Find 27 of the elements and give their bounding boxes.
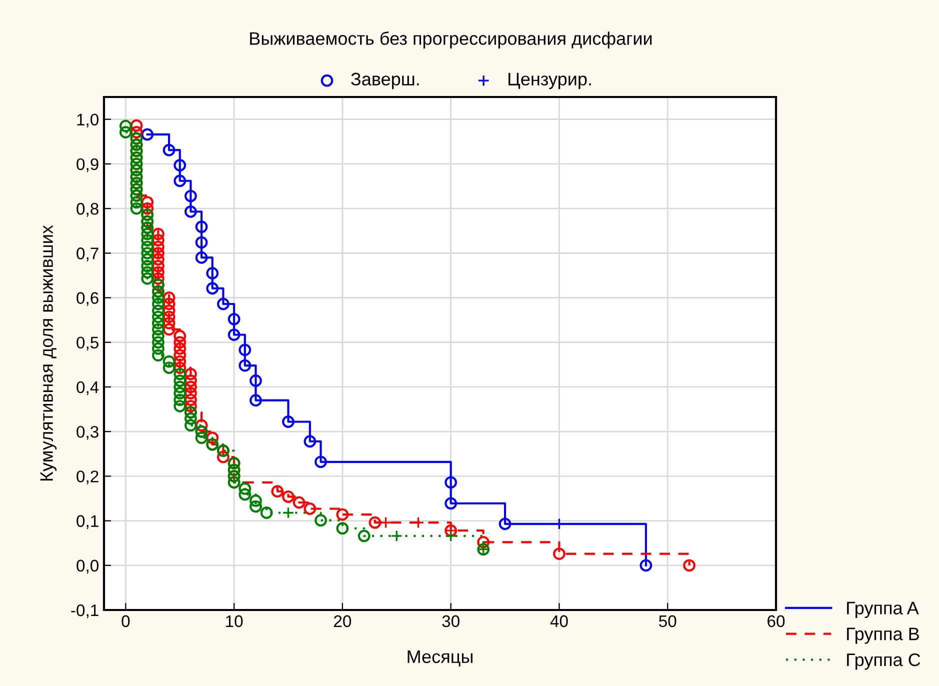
y-tick-label: 0,6 — [76, 292, 98, 306]
x-tick-label: 0 — [122, 615, 130, 628]
y-tick-label: 0,1 — [76, 515, 98, 529]
x-tick-label: 30 — [442, 615, 460, 628]
x-tick-label: 20 — [334, 615, 352, 628]
x-tick-label: 40 — [550, 615, 568, 628]
x-axis-title: Месяцы — [408, 650, 472, 667]
legend-label: Группа C — [847, 653, 920, 670]
y-tick-label: 0,9 — [76, 158, 98, 172]
legend-label: Заверш. — [351, 72, 419, 90]
y-tick-label: 1,0 — [77, 114, 98, 128]
legend-label: Группа A — [847, 602, 919, 618]
legend-label: Цензурир. — [508, 72, 591, 90]
y-tick-label: 0,0 — [76, 560, 98, 574]
legend-label: Группа B — [847, 628, 919, 644]
y-tick-label: 0,5 — [76, 336, 98, 351]
y-tick-label: 0,4 — [76, 381, 99, 396]
y-tick-label: 0,2 — [76, 470, 98, 484]
y-tick-label: 0,8 — [76, 202, 98, 217]
x-tick-label: 50 — [659, 615, 676, 628]
chart-title: Выживаемость без прогрессирования дисфагии — [250, 32, 652, 48]
y-tick-label: 0,3 — [76, 426, 98, 440]
x-tick-label: 10 — [226, 615, 243, 628]
x-tick-label: 60 — [768, 615, 785, 628]
y-tick-label: 0,7 — [76, 248, 98, 262]
y-tick-label: -0,1 — [71, 604, 98, 618]
y-axis-title: Кумулятивная доля выживших — [40, 225, 57, 481]
